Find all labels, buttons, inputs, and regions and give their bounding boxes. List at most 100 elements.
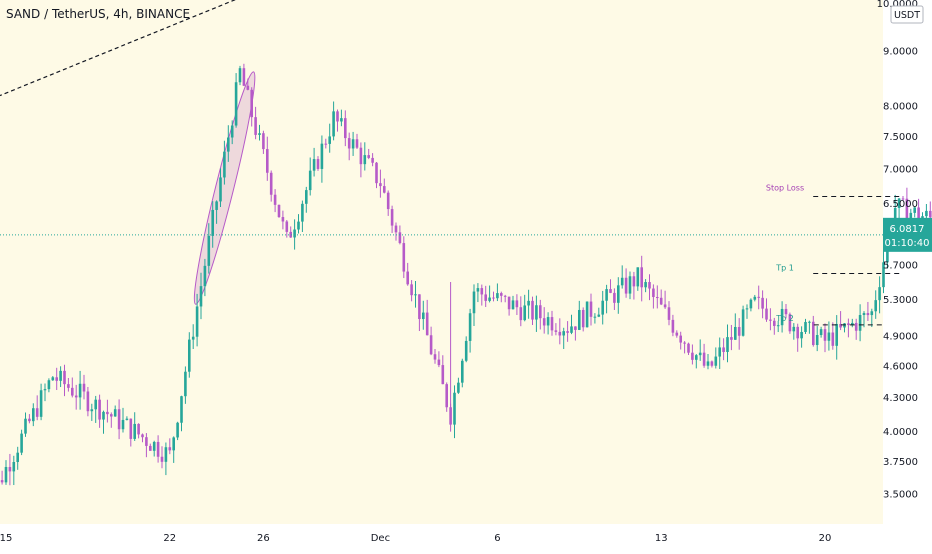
candle-body [656,297,659,299]
candle-body [422,312,425,320]
candle-body [706,361,710,366]
candle-body [324,143,328,145]
candle-body [223,151,226,178]
candle-body [581,309,585,328]
candle-body [12,462,16,472]
candle-body [230,125,234,138]
candle-body [815,335,819,346]
candle-body [453,392,456,425]
candle-body [86,391,90,412]
candle-body [113,409,117,417]
candle-body [277,204,281,218]
candle-body [800,331,803,339]
candle-body [819,329,823,336]
candle-body [398,232,402,244]
candle-body [613,292,616,303]
candle-body [847,323,850,326]
candle-body [687,343,690,353]
candle-body [24,418,27,434]
candle-body [636,267,640,287]
price-tick-label: 5.3000 [883,295,918,306]
candle-body [211,209,214,236]
time-tick-label: 20 [819,533,832,544]
time-axis-background [0,524,932,550]
candle-body [472,291,476,314]
candle-body [722,347,725,352]
candle-body [535,305,538,320]
candle-body [796,326,799,339]
candle-body [496,293,499,299]
candle-body [184,371,187,397]
candle-body [94,399,97,410]
candle-body [433,354,437,360]
candle-body [367,155,370,158]
candle-body [858,315,862,331]
price-axis-background[interactable] [883,0,932,550]
price-tick-label: 9.0000 [883,47,918,58]
candle-body [320,143,324,169]
candle-body [55,377,58,381]
candle-body [862,313,866,316]
candle-body [698,352,702,356]
currency-label: USDT [894,10,920,21]
candle-body [897,198,901,208]
currency-box[interactable] [890,5,924,24]
candle-body [741,309,745,336]
candle-body [675,332,679,336]
candle-body [47,380,51,390]
candle-body [745,308,749,310]
last-price-box[interactable] [883,217,932,252]
candle-body [929,210,932,218]
candle-body [371,157,374,163]
candle-body [609,289,612,293]
candle-body [67,384,70,388]
candle-body [851,322,854,326]
candle-body [355,139,359,148]
candle-body [254,117,257,135]
candle-body [285,221,289,232]
candle-body [546,317,550,326]
candle-body [117,409,121,430]
candle-body [515,300,519,308]
candle-body [110,414,113,417]
time-tick-label: 15 [0,533,12,544]
candle-body [8,466,12,472]
candle-body [269,172,273,195]
candle-body [464,340,468,361]
candle-body [808,321,811,323]
candle-body [702,352,706,366]
candle-body [328,136,331,144]
candle-body [558,331,562,336]
candle-body [519,307,523,321]
currency-badge[interactable]: USDT [890,5,924,24]
candle-body [574,326,577,330]
candle-body [51,377,55,381]
candle-body [773,320,776,326]
price-tick-label: 5.7000 [883,261,918,272]
candle-body [336,111,339,122]
candle-body [106,411,109,415]
candle-body [28,418,31,422]
time-tick-label: 13 [655,533,668,544]
candle-body [4,466,8,483]
candle-body [726,337,729,352]
price-tick-label: 4.3000 [883,393,918,404]
price-tick-label: 4.0000 [883,427,918,438]
chart-title: SAND / TetherUS, 4h, BINANCE [6,7,191,21]
candle-body [63,370,66,385]
candle-body [925,210,928,217]
candle-body [511,300,515,310]
candle-body [344,118,347,139]
candle-body [730,337,733,340]
candle-body [753,296,757,300]
plot-background[interactable] [0,0,883,524]
candle-body [718,347,721,357]
stop-loss-label: Stop Loss [766,183,804,192]
candle-body [769,319,772,321]
candle-body [542,318,546,326]
candle-body [188,339,191,372]
candle-body [59,370,62,381]
